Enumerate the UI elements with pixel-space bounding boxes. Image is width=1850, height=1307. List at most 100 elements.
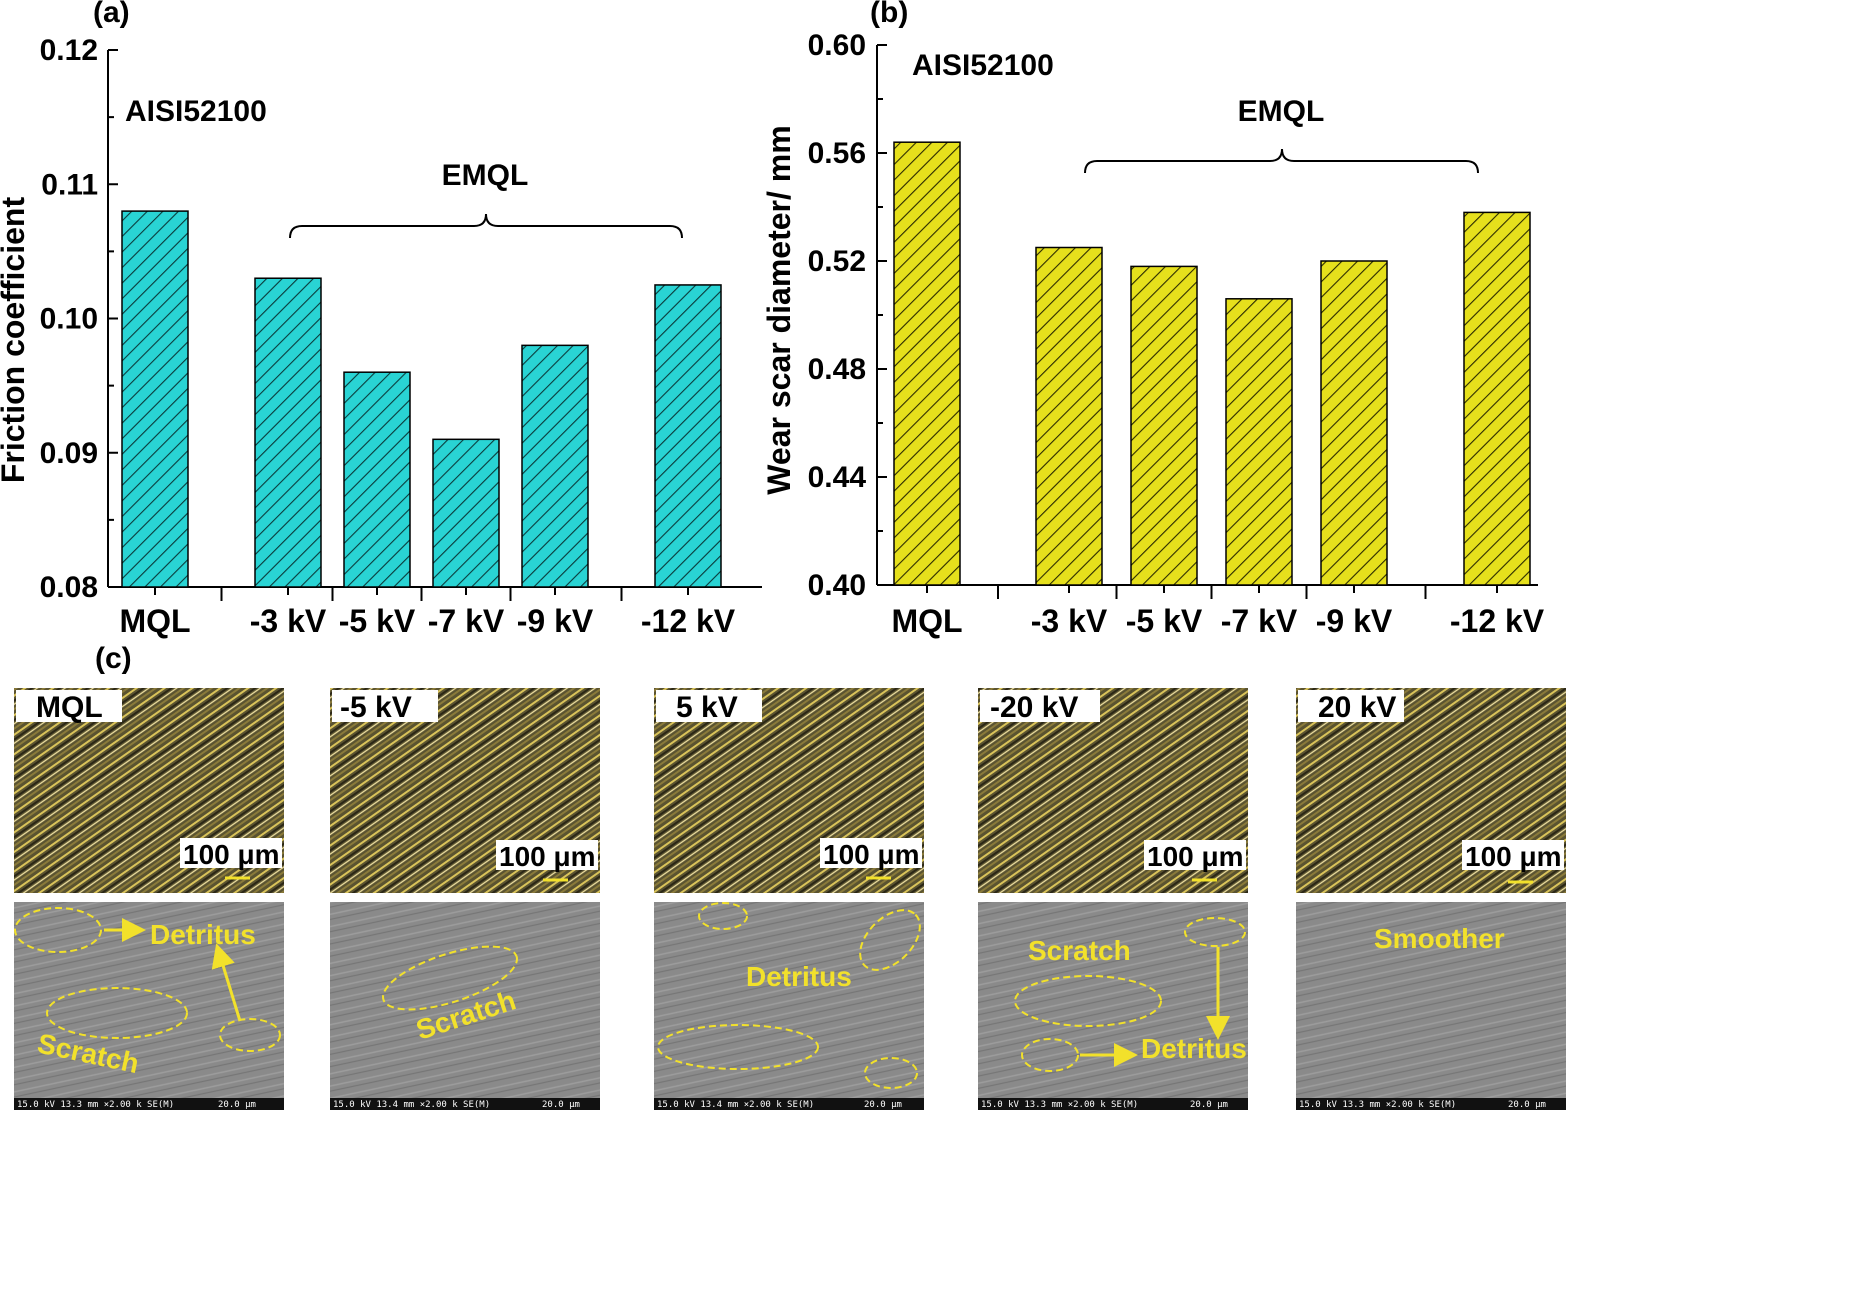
condition-label: -5 kV bbox=[340, 691, 412, 724]
bar-mql bbox=[893, 141, 961, 586]
condition-label: 20 kV bbox=[1318, 691, 1396, 724]
sem-micrograph bbox=[1296, 902, 1566, 1110]
micrograph-column-minus-20kv: -20 kV 100 μm Scratch Detritus 15.0 kV 1… bbox=[978, 688, 1248, 1110]
annotation-ellipse bbox=[382, 945, 518, 1011]
sem-footer-scale: 20.0 μm bbox=[1508, 1100, 1546, 1110]
panel-b-label: (b) bbox=[870, 0, 908, 29]
wear-chart: (b) 0.40 0.44 0.48 0.52 0.56 0.60 MQL -3 kV -5 … bbox=[761, 0, 1545, 639]
annotation-arrow bbox=[211, 943, 242, 1022]
sem-footer-bar bbox=[654, 1098, 924, 1110]
annotation-ellipse bbox=[219, 1018, 281, 1052]
wear-group-label: EMQL bbox=[1238, 95, 1325, 128]
annotation-label: Scratch bbox=[1028, 935, 1131, 966]
y-tick-label: 0.52 bbox=[808, 245, 866, 278]
annotation-label: Detritus bbox=[150, 919, 256, 950]
sem-micrograph bbox=[330, 902, 600, 1110]
sem-footer-scale: 20.0 μm bbox=[218, 1100, 256, 1110]
sem-footer-text: 15.0 kV 13.4 mm ×2.00 k SE(M) bbox=[657, 1100, 814, 1110]
annotation-ellipse bbox=[864, 1057, 918, 1089]
y-tick-label: 0.08 bbox=[40, 571, 98, 604]
annotation-ellipse bbox=[1184, 917, 1246, 947]
friction-bars bbox=[121, 210, 722, 588]
bar--12kv bbox=[654, 284, 722, 588]
bar--3kv bbox=[254, 277, 322, 588]
friction-group-label: EMQL bbox=[442, 159, 529, 192]
sem-footer-scale: 20.0 μm bbox=[1190, 1100, 1228, 1110]
bar--5kv bbox=[343, 371, 411, 588]
sem-footer-text: 15.0 kV 13.3 mm ×2.00 k SE(M) bbox=[981, 1100, 1138, 1110]
wear-material-note: AISI52100 bbox=[912, 49, 1054, 82]
x-tick-label: -5 kV bbox=[339, 603, 416, 639]
y-tick-label: 0.44 bbox=[808, 461, 867, 494]
annotation-label: Detritus bbox=[1141, 1033, 1247, 1064]
scale-bar-box bbox=[1144, 840, 1246, 870]
y-tick-label: 0.11 bbox=[41, 168, 98, 201]
x-tick-label: -9 kV bbox=[1316, 603, 1393, 639]
scale-bar-box bbox=[496, 840, 598, 870]
annotation-label: Smoother bbox=[1374, 923, 1505, 954]
bar-mql bbox=[121, 210, 189, 588]
sem-footer-text: 15.0 kV 13.3 mm ×2.00 k SE(M) bbox=[17, 1100, 174, 1110]
y-tick-label: 0.12 bbox=[40, 34, 98, 67]
friction-material-note: AISI52100 bbox=[125, 95, 267, 128]
scale-bar-text: 100 μm bbox=[499, 841, 596, 872]
condition-label: -20 kV bbox=[990, 691, 1078, 724]
condition-label-box bbox=[16, 690, 122, 722]
sem-footer-bar bbox=[1296, 1098, 1566, 1110]
bar--9kv bbox=[521, 344, 589, 588]
annotation-ellipse bbox=[698, 902, 748, 930]
panel-c-label: (c) bbox=[95, 642, 132, 675]
bar--12kv bbox=[1463, 211, 1531, 586]
scale-bar-box bbox=[820, 838, 922, 868]
friction-y-ticks: 0.08 0.09 0.10 0.11 0.12 bbox=[40, 34, 118, 604]
sem-micrograph bbox=[978, 902, 1248, 1110]
y-tick-label: 0.10 bbox=[40, 303, 98, 336]
condition-label-box bbox=[656, 690, 762, 722]
scale-bar-text: 100 μm bbox=[1465, 841, 1562, 872]
friction-x-ticks: MQL -3 kV -5 kV -7 kV -9 kV -12 kV bbox=[119, 587, 736, 639]
friction-emql-brace bbox=[289, 213, 683, 239]
x-tick-label: MQL bbox=[891, 603, 962, 639]
bar--7kv bbox=[1225, 298, 1293, 586]
sem-footer-text: 15.0 kV 13.4 mm ×2.00 k SE(M) bbox=[333, 1100, 490, 1110]
annotation-ellipse bbox=[1021, 1038, 1079, 1072]
bar--7kv bbox=[432, 438, 500, 588]
y-tick-label: 0.48 bbox=[808, 353, 866, 386]
bar--5kv bbox=[1130, 265, 1198, 586]
panel-a-label: (a) bbox=[93, 0, 130, 29]
x-tick-label: -7 kV bbox=[1221, 603, 1298, 639]
x-tick-label: -9 kV bbox=[517, 603, 594, 639]
sem-footer-bar bbox=[978, 1098, 1248, 1110]
annotation-ellipse bbox=[657, 1024, 819, 1070]
x-tick-label: MQL bbox=[119, 603, 190, 639]
sem-footer-scale: 20.0 μm bbox=[864, 1100, 902, 1110]
wear-axes bbox=[876, 45, 1538, 586]
micrograph-column-20kv: 20 kV 100 μm Smoother 15.0 kV 13.3 mm ×2… bbox=[1296, 688, 1566, 1110]
annotation-ellipse bbox=[859, 909, 921, 971]
y-tick-label: 0.09 bbox=[40, 437, 98, 470]
wear-emql-brace bbox=[1084, 148, 1479, 174]
x-tick-label: -5 kV bbox=[1126, 603, 1203, 639]
x-tick-label: -12 kV bbox=[641, 603, 736, 639]
sem-micrograph bbox=[654, 902, 924, 1110]
wear-x-ticks: MQL -3 kV -5 kV -7 kV -9 kV -12 kV bbox=[891, 585, 1545, 639]
wear-bars bbox=[893, 141, 1531, 586]
condition-label-box bbox=[1298, 690, 1404, 722]
scale-bar-text: 100 μm bbox=[1147, 841, 1244, 872]
friction-chart: (a) 0.08 0.09 0.10 0.11 0.12 MQL -3 kV -5 kV -7… bbox=[0, 0, 762, 639]
condition-label: 5 kV bbox=[676, 691, 738, 724]
micrograph-column-5kv: 5 kV 100 μm Detritus 15.0 kV 13.4 mm ×2.… bbox=[654, 688, 924, 1110]
x-tick-label: -12 kV bbox=[1450, 603, 1545, 639]
sem-footer-bar bbox=[14, 1098, 284, 1110]
y-tick-label: 0.56 bbox=[808, 137, 866, 170]
condition-label: MQL bbox=[36, 691, 103, 724]
sem-micrograph bbox=[14, 902, 284, 1110]
y-tick-label: 0.60 bbox=[808, 29, 866, 62]
y-tick-label: 0.40 bbox=[808, 569, 866, 602]
friction-y-label: Friction coefficient bbox=[0, 197, 31, 484]
scale-bar-box bbox=[1462, 840, 1564, 870]
condition-label-box bbox=[332, 690, 438, 722]
bar--9kv bbox=[1320, 260, 1388, 586]
x-tick-label: -7 kV bbox=[428, 603, 505, 639]
